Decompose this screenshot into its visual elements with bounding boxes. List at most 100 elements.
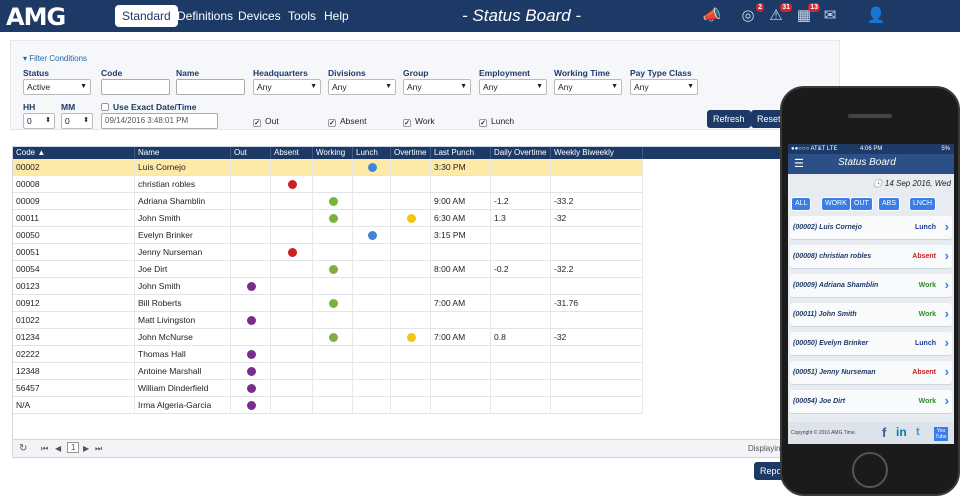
table-row[interactable]: 00011 John Smith 6:30 AM 1.3 -32: [13, 210, 643, 227]
table-row[interactable]: 12348 Antoine Marshall: [13, 363, 643, 380]
column-header[interactable]: Last Punch: [431, 147, 491, 159]
hh-stepper[interactable]: 0 ⬍: [23, 113, 55, 129]
phone-filter-out[interactable]: OUT: [850, 197, 873, 211]
alert-icon[interactable]: ⚠ 31: [769, 3, 792, 24]
nav-help[interactable]: Help: [324, 9, 349, 23]
column-header[interactable]: Working: [313, 147, 353, 159]
nav-tools[interactable]: Tools: [288, 9, 317, 23]
phone-filter-all[interactable]: ALL: [791, 197, 812, 211]
user-icon[interactable]: 👤: [866, 7, 886, 24]
status-select[interactable]: Active ▼: [23, 79, 91, 95]
first-page-icon[interactable]: ⏮: [41, 444, 49, 453]
nav-devices[interactable]: Devices: [238, 9, 281, 23]
column-header[interactable]: Daily Overtime: [491, 147, 551, 159]
phone-list-item[interactable]: (00002) Luis Cornejo Lunch ›: [790, 216, 952, 240]
pay-type-select[interactable]: Any ▼: [630, 79, 698, 95]
phone-mockup: ●●○○○ AT&T LTE 4:06 PM 5% ☰ Status Board 🕓…: [780, 86, 960, 496]
column-header[interactable]: Code ▲: [13, 147, 135, 159]
out-checkbox[interactable]: ✓ Out: [253, 116, 279, 127]
table-row[interactable]: 02222 Thomas Hall: [13, 346, 643, 363]
phone-list-item[interactable]: (00011) John Smith Work ›: [790, 303, 952, 327]
page-number[interactable]: 1: [67, 442, 80, 453]
column-header[interactable]: Out: [231, 147, 271, 159]
phone-filter-work[interactable]: WORK: [821, 197, 851, 211]
datetime-input[interactable]: 09/14/2016 3:48:01 PM: [101, 113, 218, 129]
table-cell: [271, 363, 313, 380]
nav-definitions[interactable]: Definitions: [177, 9, 234, 23]
phone-filter-abs[interactable]: ABS: [878, 197, 901, 211]
facebook-icon[interactable]: f: [882, 425, 887, 440]
table-cell: [313, 312, 353, 329]
globe-badge: 2: [756, 3, 764, 12]
table-row[interactable]: 00050 Evelyn Brinker 3:15 PM: [13, 227, 643, 244]
headquarters-select[interactable]: Any ▼: [253, 79, 321, 95]
phone-list-item[interactable]: (00054) Joe Dirt Work ›: [790, 390, 952, 414]
table-row[interactable]: 00009 Adriana Shamblin 9:00 AM -1.2 -33.2: [13, 193, 643, 210]
table-row[interactable]: 00008 christian robles: [13, 176, 643, 193]
lunch-checkbox[interactable]: ✓ Lunch: [479, 116, 514, 127]
phone-filter-lnch[interactable]: LNCH: [909, 197, 937, 211]
youtube-icon[interactable]: You Tube: [934, 427, 948, 441]
table-row[interactable]: 00054 Joe Dirt 8:00 AM -0.2 -32.2: [13, 261, 643, 278]
table-row[interactable]: 00051 Jenny Nurseman: [13, 244, 643, 261]
phone-home-button[interactable]: [852, 452, 888, 488]
table-cell: [491, 346, 551, 363]
column-header[interactable]: Name: [135, 147, 231, 159]
table-cell: [313, 159, 353, 176]
globe-icon[interactable]: ◎ 2: [741, 3, 764, 24]
work-checkbox[interactable]: ✓ Work: [403, 116, 435, 127]
table-row[interactable]: 56457 William Dinderfield: [13, 380, 643, 397]
phone-list-item[interactable]: (00051) Jenny Nurseman Absent ›: [790, 361, 952, 385]
table-cell: [231, 363, 271, 380]
phone-list-item[interactable]: (00009) Adriana Shamblin Work ›: [790, 274, 952, 298]
table-cell: [353, 346, 391, 363]
employment-select[interactable]: Any ▼: [479, 79, 547, 95]
stepper-icon[interactable]: ⬍: [45, 117, 51, 124]
twitter-icon[interactable]: t: [916, 426, 920, 438]
mm-stepper[interactable]: 0 ⬍: [61, 113, 93, 129]
stepper-icon[interactable]: ⬍: [83, 117, 89, 124]
column-header[interactable]: Absent: [271, 147, 313, 159]
table-cell: [271, 193, 313, 210]
menu-icon[interactable]: ☰: [794, 158, 804, 170]
mail-icon[interactable]: ✉: [823, 7, 837, 24]
table-cell: [353, 193, 391, 210]
table-row[interactable]: N/A Irma Algeria-Garcia: [13, 397, 643, 414]
chevron-down-icon: ▼: [536, 83, 543, 90]
prev-page-icon[interactable]: ◀: [55, 444, 62, 453]
calendar-icon[interactable]: ▦ 13: [796, 3, 820, 24]
working-time-select[interactable]: Any ▼: [554, 79, 622, 95]
table-cell: [313, 397, 353, 414]
reset-button[interactable]: Reset: [751, 110, 787, 128]
table-row[interactable]: 00002 Luis Cornejo 3:30 PM: [13, 159, 643, 176]
linkedin-icon[interactable]: in: [896, 425, 907, 439]
absent-checkbox[interactable]: ✓ Absent: [328, 116, 366, 127]
phone-list-item[interactable]: (00008) christian robles Absent ›: [790, 245, 952, 269]
phone-date-text: 14 Sep 2016, Wed: [884, 179, 951, 188]
refresh-button[interactable]: Refresh: [707, 110, 751, 128]
table-cell: [271, 210, 313, 227]
next-page-icon[interactable]: ▶: [83, 444, 90, 453]
table-cell: 00011: [13, 210, 135, 227]
amg-logo[interactable]: AMG: [6, 3, 66, 31]
column-header[interactable]: Lunch: [353, 147, 391, 159]
column-header[interactable]: Overtime: [391, 147, 431, 159]
phone-time: 4:06 PM: [860, 146, 883, 152]
nav-standard[interactable]: Standard: [115, 5, 178, 27]
phone-list-item[interactable]: (00050) Evelyn Brinker Lunch ›: [790, 332, 952, 356]
announcement-icon[interactable]: 📣: [702, 7, 722, 24]
table-row[interactable]: 01022 Matt Livingston: [13, 312, 643, 329]
column-header[interactable]: Weekly Biweekly Overtime: [551, 147, 643, 169]
last-page-icon[interactable]: ⏭: [95, 444, 103, 453]
refresh-icon[interactable]: ↻: [19, 443, 28, 454]
table-row[interactable]: 00123 John Smith: [13, 278, 643, 295]
name-input[interactable]: [176, 79, 245, 95]
exact-date-checkbox[interactable]: Use Exact Date/Time: [101, 102, 196, 112]
filter-toggle[interactable]: ▾ Filter Conditions: [23, 54, 88, 63]
table-row[interactable]: 00912 Bill Roberts 7:00 AM -31.76: [13, 295, 643, 312]
table-cell: 56457: [13, 380, 135, 397]
table-row[interactable]: 01234 John McNurse 7:00 AM 0.8 -32: [13, 329, 643, 346]
code-input[interactable]: [101, 79, 170, 95]
group-select[interactable]: Any ▼: [403, 79, 471, 95]
divisions-select[interactable]: Any ▼: [328, 79, 396, 95]
